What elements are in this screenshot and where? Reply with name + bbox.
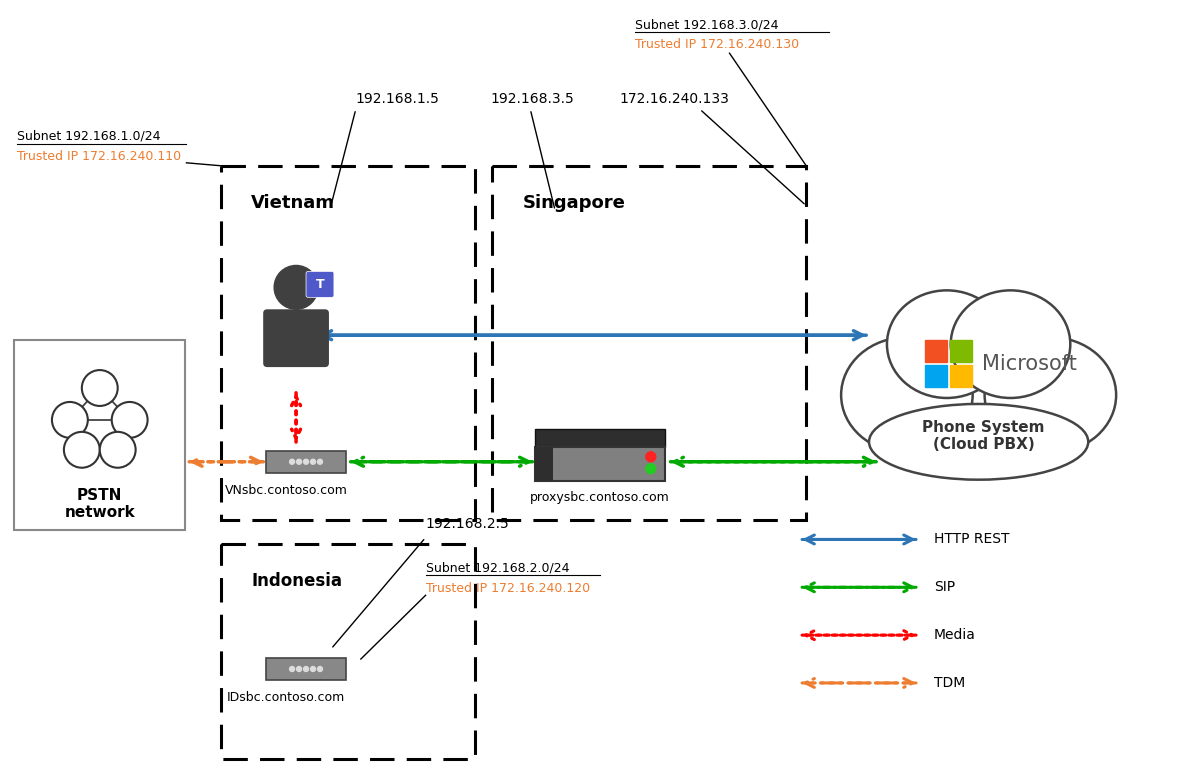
Circle shape (303, 459, 308, 465)
Text: Singapore: Singapore (522, 194, 625, 212)
Bar (951, 340, 972, 362)
Bar (536, 447, 553, 481)
Text: Trusted IP 172.16.240.130: Trusted IP 172.16.240.130 (634, 38, 798, 51)
Circle shape (82, 370, 118, 406)
FancyBboxPatch shape (306, 271, 334, 297)
Circle shape (274, 265, 318, 310)
Text: Indonesia: Indonesia (251, 572, 343, 590)
Circle shape (112, 402, 148, 438)
Text: 192.168.1.5: 192.168.1.5 (356, 92, 440, 106)
Bar (951, 365, 972, 387)
Ellipse shape (889, 318, 1069, 461)
Bar (536, 429, 665, 447)
Text: Vietnam: Vietnam (251, 194, 336, 212)
Text: 192.168.2.5: 192.168.2.5 (426, 518, 509, 532)
Ellipse shape (841, 337, 972, 453)
Circle shape (52, 402, 88, 438)
Text: T: T (315, 278, 325, 291)
Circle shape (289, 459, 295, 465)
Text: 192.168.3.5: 192.168.3.5 (490, 92, 574, 106)
Text: Trusted IP 172.16.240.120: Trusted IP 172.16.240.120 (426, 583, 590, 595)
Ellipse shape (951, 290, 1070, 398)
Bar (267, 450, 346, 472)
Text: IDsbc.contoso.com: IDsbc.contoso.com (227, 691, 345, 704)
Circle shape (303, 666, 308, 672)
Circle shape (646, 464, 656, 474)
Text: Subnet 192.168.1.0/24: Subnet 192.168.1.0/24 (17, 130, 161, 143)
Circle shape (318, 459, 322, 465)
Circle shape (64, 432, 100, 468)
Text: SIP: SIP (934, 580, 954, 594)
Text: HTTP REST: HTTP REST (934, 533, 1009, 547)
Circle shape (100, 432, 136, 468)
Bar (536, 447, 665, 481)
Text: Microsoft: Microsoft (982, 353, 1077, 374)
Text: Phone System
(Cloud PBX): Phone System (Cloud PBX) (922, 420, 1045, 452)
Text: VNsbc.contoso.com: VNsbc.contoso.com (225, 484, 347, 497)
Bar (926, 365, 947, 387)
Ellipse shape (869, 404, 1088, 479)
Text: Subnet 192.168.2.0/24: Subnet 192.168.2.0/24 (426, 561, 569, 574)
Circle shape (318, 666, 322, 672)
Circle shape (311, 459, 315, 465)
Text: PSTN
network: PSTN network (64, 488, 136, 520)
Ellipse shape (887, 290, 1007, 398)
Text: Trusted IP 172.16.240.110: Trusted IP 172.16.240.110 (17, 150, 181, 163)
Circle shape (646, 452, 656, 461)
Ellipse shape (984, 337, 1116, 453)
Text: proxysbc.contoso.com: proxysbc.contoso.com (530, 490, 670, 504)
Circle shape (296, 459, 301, 465)
Bar (493, 166, 807, 519)
Circle shape (311, 666, 315, 672)
Bar (14, 340, 186, 529)
Circle shape (289, 666, 295, 672)
Text: TDM: TDM (934, 676, 965, 690)
Text: Subnet 192.168.3.0/24: Subnet 192.168.3.0/24 (634, 18, 778, 31)
Bar (267, 658, 346, 680)
Circle shape (296, 666, 301, 672)
Bar (221, 166, 476, 519)
Text: 172.16.240.133: 172.16.240.133 (620, 92, 729, 106)
FancyBboxPatch shape (263, 310, 328, 367)
Text: Media: Media (934, 628, 976, 642)
Bar (221, 544, 476, 759)
Bar (926, 340, 947, 362)
